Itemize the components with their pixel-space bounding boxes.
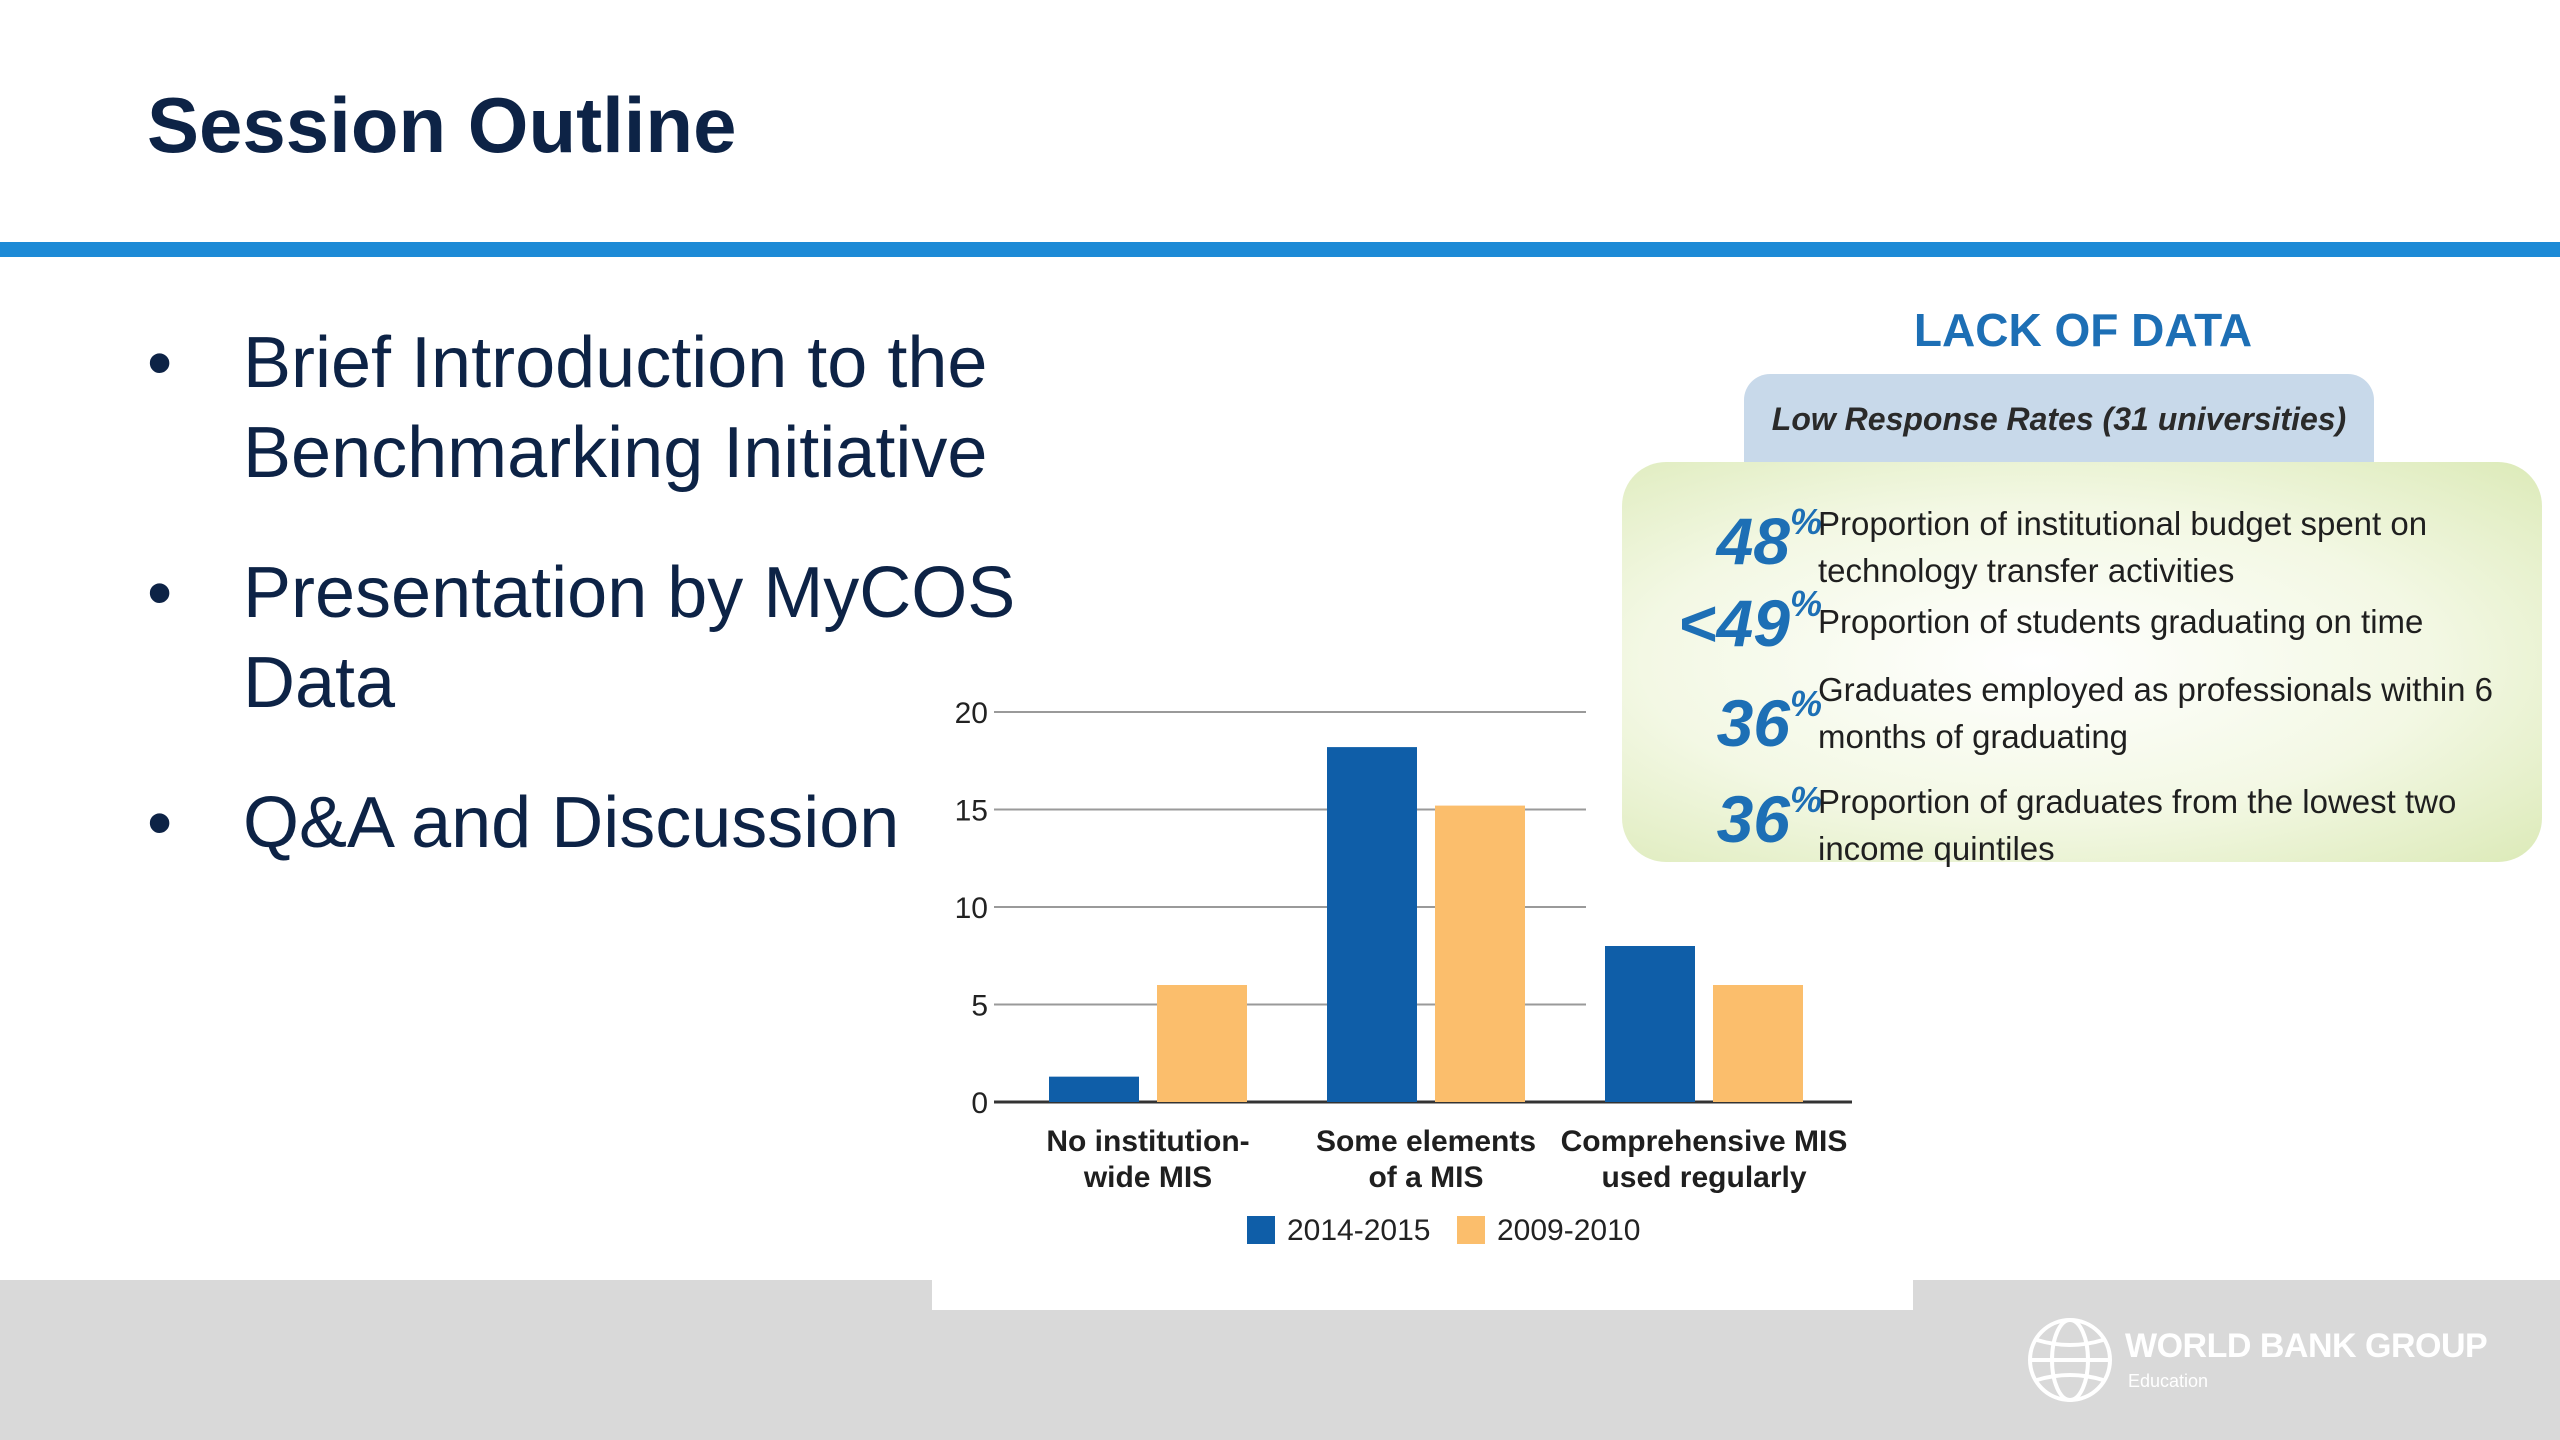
legend-label: 2009-2010 — [1497, 1214, 1640, 1247]
bullet-text: Presentation by MyCOS Data — [243, 553, 1016, 723]
legend-label: 2014-2015 — [1287, 1214, 1430, 1247]
bar — [1157, 985, 1247, 1102]
legend-swatch — [1457, 1216, 1485, 1244]
x-tick-label: wide MIS — [1083, 1161, 1212, 1194]
bar — [1049, 1076, 1139, 1102]
stat-label: Graduates employed as professionals with… — [1818, 671, 2494, 755]
bullet-text: Q&A and Discussion — [243, 783, 900, 863]
bullet-item: • Presentation by MyCOS Data — [147, 548, 1147, 728]
y-tick-label: 0 — [971, 1087, 988, 1120]
stat-value: 36% — [1716, 683, 1822, 760]
stat-label: Proportion of students graduating on tim… — [1818, 603, 2424, 640]
x-tick-label: Comprehensive MIS — [1561, 1125, 1848, 1158]
world-bank-logo: WORLD BANK GROUP Education — [2025, 1315, 2545, 1415]
y-tick-label: 10 — [955, 892, 988, 925]
bar — [1435, 805, 1525, 1102]
title-divider — [0, 242, 2560, 257]
y-tick-label: 15 — [955, 795, 988, 828]
globe-icon — [2028, 1318, 2112, 1402]
mis-bar-chart: 0 5 10 15 20 No institution-wide MIS Some elem… — [955, 697, 1852, 1247]
logo-name: WORLD BANK GROUP — [2125, 1327, 2488, 1365]
infographic-subheading: Low Response Rates (31 universities) — [1744, 374, 2374, 464]
stats-box: 48% Proportion of institutional budget s… — [1622, 462, 2542, 867]
stat-value: 36% — [1716, 779, 1822, 856]
x-tick-label: of a MIS — [1368, 1161, 1483, 1194]
bullet-item: • Q&A and Discussion — [147, 778, 1147, 868]
y-tick-label: 20 — [955, 697, 988, 730]
bar — [1713, 985, 1803, 1102]
bullet-dot: • — [147, 553, 173, 633]
bullet-dot: • — [147, 783, 173, 863]
bar — [1327, 747, 1417, 1102]
infographic-heading: LACK OF DATA — [1913, 304, 2253, 356]
legend-swatch — [1247, 1216, 1275, 1244]
bullet-list: • Brief Introduction to the Benchmarking… — [147, 318, 1147, 918]
x-tick-label: No institution- — [1046, 1125, 1249, 1158]
x-tick-label: Some elements — [1316, 1125, 1536, 1158]
logo-subtitle: Education — [2128, 1371, 2209, 1391]
bullet-dot: • — [147, 323, 173, 403]
x-tick-label: used regularly — [1601, 1161, 1806, 1194]
stat-label: Proportion of graduates from the lowest … — [1818, 783, 2457, 867]
y-tick-label: 5 — [971, 990, 988, 1023]
bullet-item: • Brief Introduction to the Benchmarking… — [147, 318, 1147, 498]
stat-value: <49% — [1678, 583, 1822, 660]
lack-of-data-infographic: LACK OF DATA Low Response Rates (31 univ… — [1618, 300, 2548, 940]
bar — [1605, 946, 1695, 1102]
stat-label: Proportion of institutional budget spent… — [1818, 505, 2428, 589]
stat-value: 48% — [1716, 501, 1822, 578]
bullet-text: Brief Introduction to the Benchmarking I… — [243, 323, 988, 493]
slide-title: Session Outline — [147, 81, 737, 169]
